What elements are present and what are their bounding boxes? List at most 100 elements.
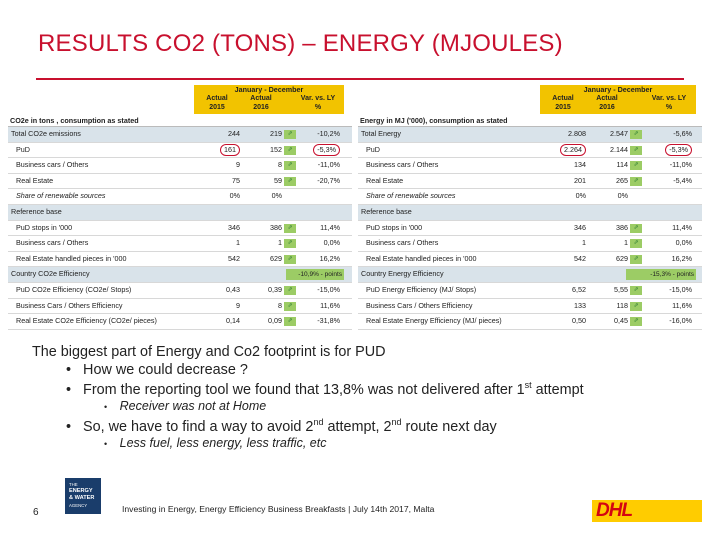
value-2016: 8 [278,160,282,170]
bullet-text: How we could decrease ? [83,362,248,378]
row-label: Real Estate [366,175,404,185]
table-row: Real Estate handled pieces in '000 542 629… [358,251,702,268]
table-row: PuD 2.264 2.144 ⇗ -5,3% [358,142,702,159]
variance-value: 11,6% [672,300,692,310]
value-2016: 152 [270,144,282,154]
table-row: Share of renewable sources 0% 0% [358,189,702,205]
value-2016: 2.547 [610,129,628,138]
superscript: nd [391,417,402,427]
energy-results-table: January - December Actual 2015 Actual 2016… [358,85,702,330]
value-2016: 8 [278,300,282,310]
table-row: Total CO2e emissions 244 219 ⇗ -10,2% [8,127,352,143]
intro-text: The biggest part of Energy and Co2 footp… [32,344,386,360]
value-2015: 75 [232,175,240,185]
table-row: Share of renewable sources 0% 0% [8,189,352,205]
row-label: Real Estate handled pieces in '000 [366,253,477,263]
row-label: Country Energy Efficiency [361,269,444,279]
trend-arrow-icon: ⇗ [284,254,296,264]
col-var-ly: Var. vs. LY% [300,95,336,111]
trend-arrow-icon: ⇗ [284,317,296,327]
row-label: Real Estate CO2e Efficiency (CO2e/ piece… [16,316,157,326]
table-row: Business cars / Others 1 1 ⇗ 0,0% [8,236,352,252]
variance-value: -11,0% [317,160,340,170]
value-2015: 0% [575,191,586,201]
trend-arrow-icon: ⇗ [284,161,296,171]
variance-value: 0,0% [675,238,692,248]
bullet-dot: • [104,402,120,412]
table-row: PuD stops in '000 346 386 ⇗ 11,4% [8,220,352,237]
trend-arrow-icon: ⇗ [630,317,642,327]
trend-arrow-icon: ⇗ [284,176,296,186]
row-label: Business Cars / Others Efficiency [366,300,473,310]
table-row: Real Estate CO2e Efficiency (CO2e/ piece… [8,314,352,330]
trend-arrow-icon: ⇗ [630,145,642,155]
table-row: Real Estate 75 59 ⇗ -20,7% [8,173,352,190]
variance-value: 11,4% [320,222,340,232]
table-body: Total Energy 2.808 2.547 ⇗ -5,6% PuD 2.264 2.14… [358,127,702,330]
value-2015: 161 [204,143,240,158]
bullet-reporting-tool: • From the reporting tool we found that … [66,380,584,398]
table-row: Real Estate Energy Efficiency (MJ/ piece… [358,314,702,330]
value-2015: 0,14 [226,316,240,326]
row-label: Business cars / Others [366,160,439,170]
trend-arrow-icon: ⇗ [630,176,642,186]
co2-results-table: January - December Actual 2015 Actual 2016… [8,85,352,330]
value-2016: 219 [270,129,282,138]
logo-line: AGENCY [69,503,88,508]
column-headers: Actual 2015 Actual 2016 Var. vs. LY% [540,94,696,114]
row-label: Country CO2e Efficiency [11,269,90,279]
value-2015: 0,43 [226,284,240,294]
title-underline [36,78,684,80]
value-2015: 346 [574,222,586,232]
variance-value: 11,4% [672,222,692,232]
bullet-dot: • [66,418,84,435]
variance-value: -5,6% [673,129,692,138]
table-row: Business cars / Others 134 114 ⇗ -11,0% [358,158,702,174]
variance-value: 16,2% [319,253,340,263]
row-label: Total CO2e emissions [11,129,81,138]
value-2016: 386 [616,222,628,232]
row-label: Total Energy [361,129,401,138]
slide-number: 6 [33,507,39,518]
sub-bullet-text: Less fuel, less energy, less traffic, et… [119,436,327,450]
table-row: Real Estate handled pieces in '000 542 629… [8,251,352,268]
value-2016: 1 [278,238,282,248]
variance-value: -15,0% [317,284,340,294]
sub-bullet-receiver: • Receiver was not at Home [104,399,266,413]
value-2016: 2.144 [610,144,628,154]
row-label: PuD [366,144,380,154]
col-actual-2015: Actual 2015 [552,95,574,111]
footer-text: Investing in Energy, Energy Efficiency B… [122,504,435,514]
trend-arrow-icon: ⇗ [630,239,642,249]
value-2016: 59 [274,175,282,185]
highlight-circle: 2.264 [560,143,586,156]
trend-arrow-icon: ⇗ [630,301,642,311]
bullet-text-end: attempt [531,381,584,398]
trend-arrow-icon: ⇗ [630,254,642,264]
value-2015: 346 [228,222,240,232]
value-2015: 542 [228,253,240,263]
variance-value: -20,7% [317,175,340,185]
trend-arrow-icon: ⇗ [630,223,642,233]
value-2016: 0% [271,191,282,201]
bullet-text-mid: attempt, 2 [323,418,392,435]
superscript: nd [313,417,324,427]
sub-bullet-less-fuel: • Less fuel, less energy, less traffic, … [104,436,326,450]
value-2015: 0% [229,191,240,201]
table-row: Business cars / Others 9 8 ⇗ -11,0% [8,158,352,174]
row-label: Real Estate [16,175,54,185]
trend-arrow-icon: ⇗ [284,239,296,249]
variance-value: -5,4% [673,175,692,185]
variance-value: 16,2% [671,253,692,263]
column-headers: Actual 2015 Actual 2016 Var. vs. LY% [194,94,344,114]
bullet-text-end: route next day [401,418,497,435]
table-caption: CO2e in tons , consumption as stated [8,115,352,127]
value-2016: 1 [624,238,628,248]
variance-value: -10,2% [317,129,340,138]
row-label: PuD [16,144,30,154]
table-row: PuD stops in '000 346 386 ⇗ 11,4% [358,220,702,237]
row-label: Business cars / Others [16,238,89,248]
value-2016: 0,39 [268,284,282,294]
value-2015: 2.264 [550,143,586,158]
variance-value: 0,0% [323,238,340,248]
